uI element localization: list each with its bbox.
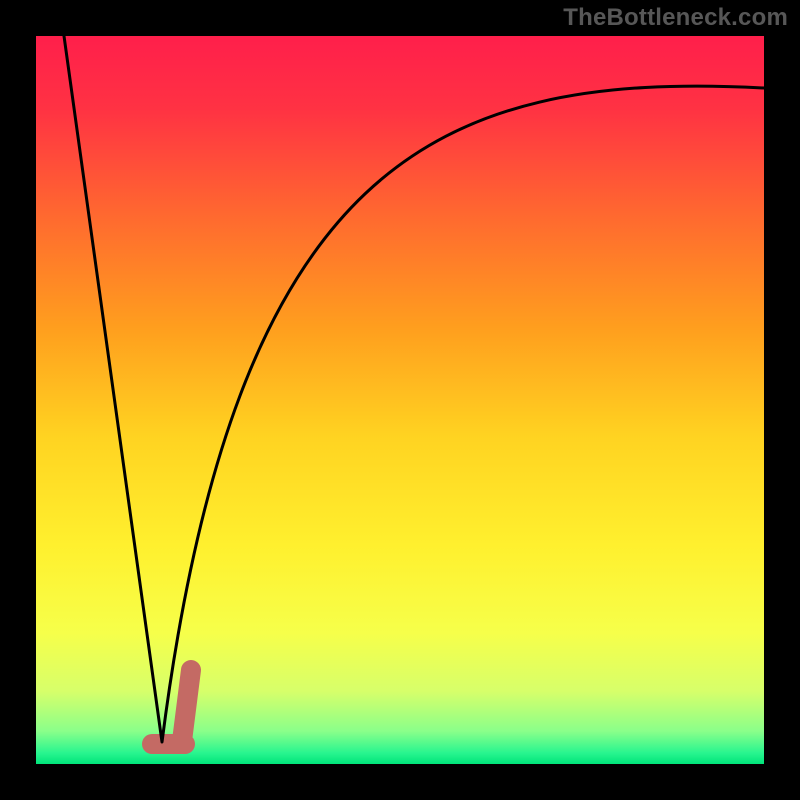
watermark-text: TheBottleneck.com	[563, 4, 788, 32]
figure-root: TheBottleneck.com	[0, 0, 800, 800]
chart-svg	[0, 0, 800, 800]
plot-background	[36, 36, 764, 764]
